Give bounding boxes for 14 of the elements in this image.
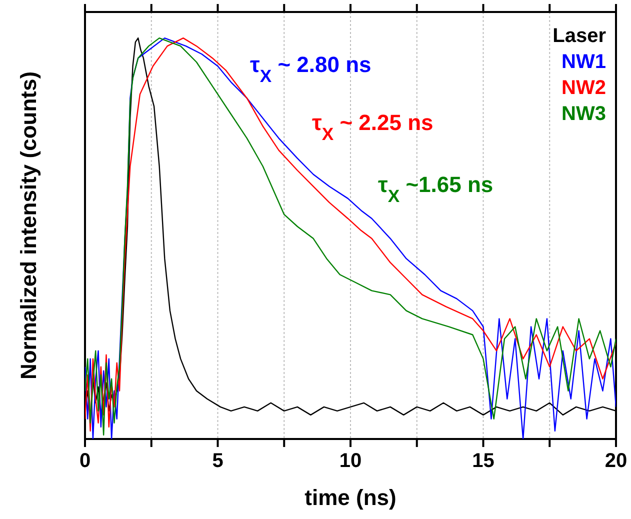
x-tick-label: 10: [339, 450, 362, 472]
x-tick-label: 20: [604, 450, 628, 472]
x-tick-label: 15: [472, 450, 494, 472]
legend-label: Laser: [552, 25, 606, 47]
x-tick-label: 0: [79, 450, 91, 472]
text: NW1: [562, 51, 606, 73]
x-tick-label: 5: [212, 450, 224, 472]
annotation: τ$_{X}$ ~ 2.80 ns: [250, 52, 372, 86]
text: NW3: [562, 103, 606, 125]
annotation: τ$_{X}$ ~ 2.25 ns: [312, 110, 434, 144]
annotation: τ$_{X}$ ~1.65 ns: [378, 172, 494, 206]
y-axis-title: Normalized intensity (counts): [16, 71, 41, 380]
x-axis-title: time (ns): [304, 485, 396, 510]
text: NW2: [562, 77, 606, 99]
